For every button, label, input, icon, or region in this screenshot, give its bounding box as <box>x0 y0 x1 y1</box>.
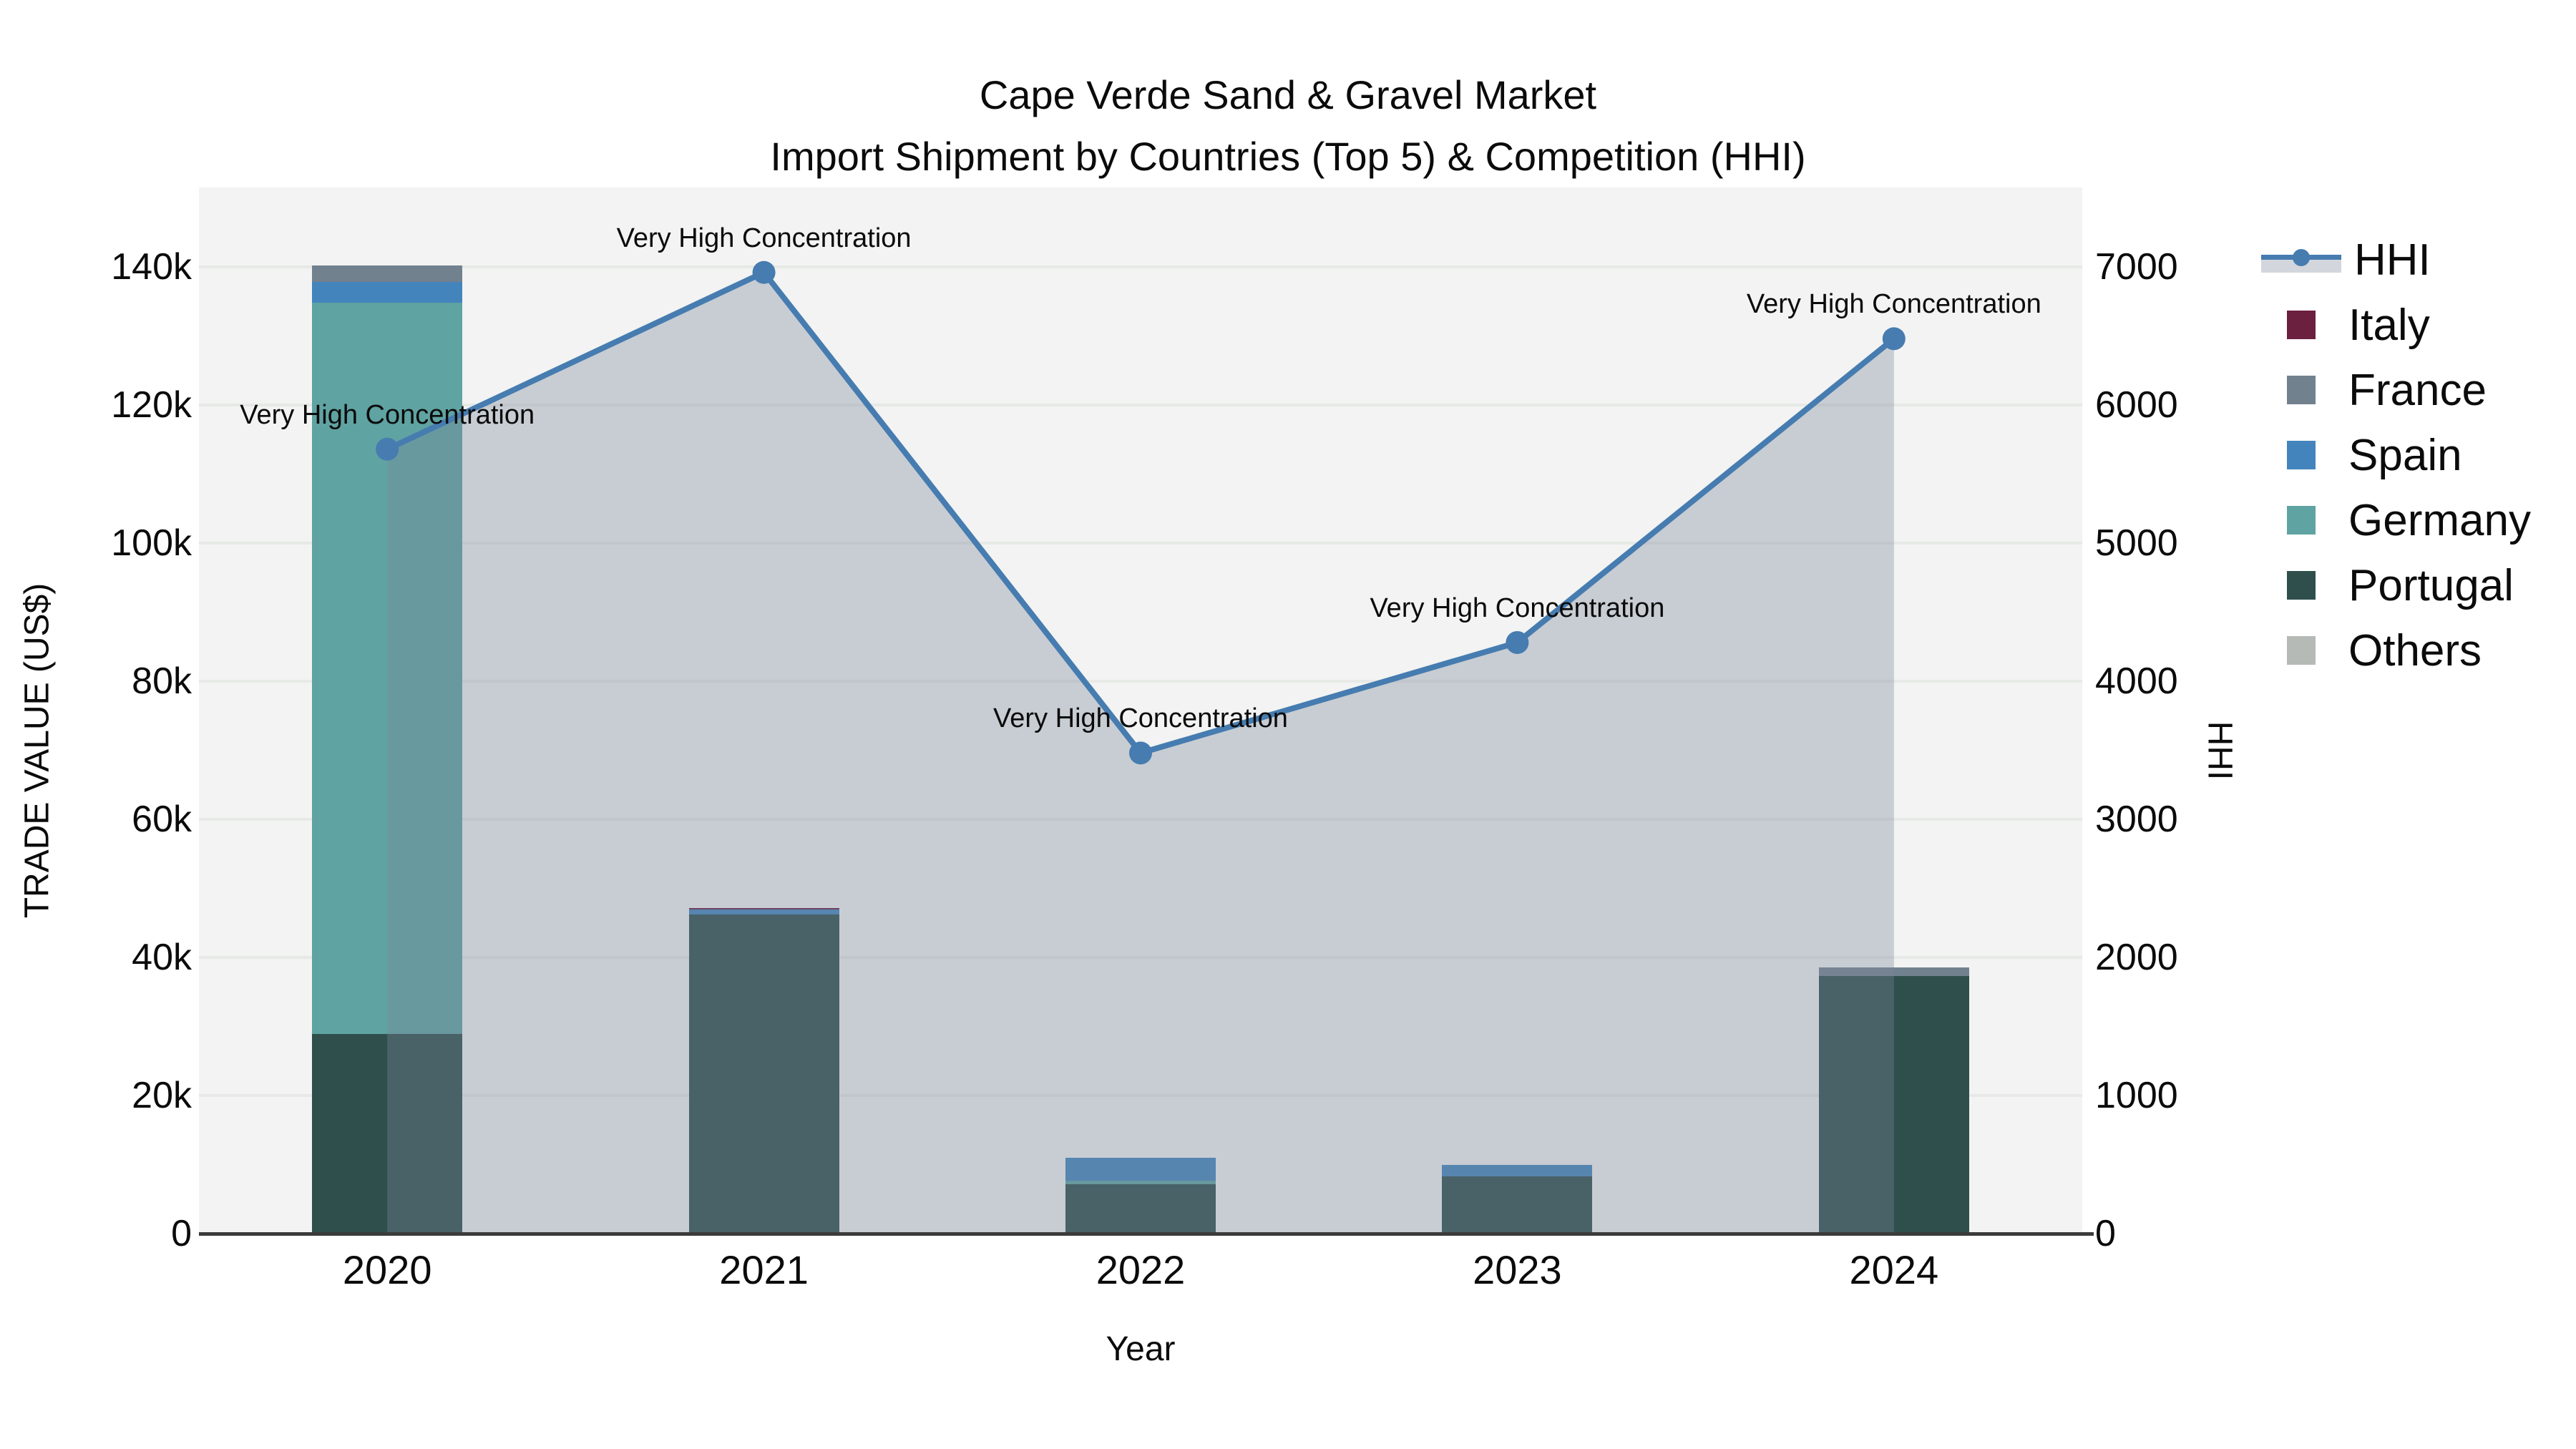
hhi-marker-2020[interactable] <box>376 437 399 461</box>
x-axis-title: Year <box>1106 1330 1176 1368</box>
y-left-tick-label: 40k <box>132 937 192 978</box>
bar-italy-2021[interactable] <box>688 907 839 910</box>
bar-portugal-2023[interactable] <box>1442 1176 1593 1234</box>
y-right-tick-label: 4000 <box>2095 660 2178 702</box>
bar-spain-2021[interactable] <box>688 909 839 915</box>
y-right-tick-label: 7000 <box>2095 246 2178 288</box>
y-left-axis-title: TRADE VALUE (US$) <box>18 582 57 918</box>
legend-label: HHI <box>2354 235 2431 285</box>
legend-item-germany[interactable]: Germany <box>2261 488 2531 552</box>
y-right-tick-label: 5000 <box>2095 522 2178 564</box>
y-left-tick-label: 100k <box>111 522 192 564</box>
bar-germany-2022[interactable] <box>1065 1180 1216 1184</box>
annotation-very-high-concentration: Very High Concentration <box>616 223 912 253</box>
y-left-tick-label: 60k <box>132 799 192 840</box>
y-right-tick-label: 1000 <box>2095 1075 2178 1116</box>
gridline <box>199 680 2082 683</box>
hhi-line-legend-icon <box>2261 244 2341 275</box>
legend-label: Others <box>2348 625 2482 675</box>
legend-label: France <box>2348 365 2487 415</box>
gridline <box>199 818 2082 821</box>
hhi-marker-2022[interactable] <box>1129 741 1152 765</box>
legend-item-others[interactable]: Others <box>2261 618 2482 683</box>
gridline <box>199 542 2082 545</box>
y-left-tick-label: 120k <box>111 384 192 426</box>
bar-portugal-2021[interactable] <box>688 914 839 1234</box>
hhi-marker-swatch <box>2293 249 2310 266</box>
legend-item-spain[interactable]: Spain <box>2261 423 2462 487</box>
bar-spain-2022[interactable] <box>1065 1157 1216 1181</box>
bar-portugal-2024[interactable] <box>1818 976 1969 1234</box>
y-right-tick-label: 6000 <box>2095 384 2178 426</box>
hhi-marker-2021[interactable] <box>752 260 776 284</box>
x-tick-label: 2022 <box>1096 1247 1186 1292</box>
legend-item-france[interactable]: France <box>2261 358 2487 422</box>
chart-title-line2: Import Shipment by Countries (Top 5) & C… <box>770 134 1806 179</box>
gridline <box>199 265 2082 268</box>
italy-color-swatch <box>2287 311 2316 339</box>
chart-title-line1: Cape Verde Sand & Gravel Market <box>979 72 1597 117</box>
spain-color-swatch <box>2287 441 2316 469</box>
bar-france-2020[interactable] <box>312 265 463 283</box>
germany-color-swatch <box>2287 506 2316 535</box>
bar-spain-2020[interactable] <box>312 282 463 303</box>
legend-label: Spain <box>2348 430 2462 480</box>
bar-portugal-2020[interactable] <box>312 1034 463 1234</box>
y-left-tick-label: 80k <box>132 660 192 702</box>
hhi-marker-2024[interactable] <box>1882 327 1906 351</box>
bar-portugal-2022[interactable] <box>1065 1184 1216 1234</box>
y-left-tick-label: 0 <box>171 1213 192 1254</box>
france-color-swatch <box>2287 376 2316 404</box>
y-left-tick-label: 140k <box>111 246 192 288</box>
annotation-very-high-concentration: Very High Concentration <box>993 703 1288 734</box>
x-tick-label: 2021 <box>719 1247 809 1292</box>
bar-france-2024[interactable] <box>1818 967 1969 977</box>
annotation-very-high-concentration: Very High Concentration <box>240 399 535 430</box>
y-left-tick-label: 20k <box>132 1075 192 1116</box>
x-tick-label: 2024 <box>1849 1247 1939 1292</box>
y-right-tick-label: 0 <box>2095 1213 2116 1254</box>
legend-label: Germany <box>2348 495 2531 545</box>
y-right-tick-label: 3000 <box>2095 799 2178 840</box>
bar-spain-2023[interactable] <box>1442 1164 1593 1176</box>
legend-item-italy[interactable]: Italy <box>2261 293 2430 357</box>
legend-item-hhi[interactable]: HHI <box>2261 228 2431 292</box>
others-color-swatch <box>2287 636 2316 665</box>
gridline <box>199 956 2082 959</box>
x-tick-label: 2023 <box>1473 1247 1562 1292</box>
x-axis-line <box>199 1232 2094 1236</box>
x-tick-label: 2020 <box>342 1247 432 1292</box>
legend-label: Italy <box>2348 300 2430 350</box>
y-right-tick-label: 2000 <box>2095 937 2178 978</box>
legend-label: Portugal <box>2348 560 2514 610</box>
annotation-very-high-concentration: Very High Concentration <box>1370 592 1665 623</box>
gridline <box>199 1094 2082 1097</box>
legend-item-portugal[interactable]: Portugal <box>2261 553 2514 618</box>
portugal-color-swatch <box>2287 571 2316 600</box>
hhi-marker-2023[interactable] <box>1506 630 1529 654</box>
y-right-axis-title: HHI <box>2200 721 2239 780</box>
annotation-very-high-concentration: Very High Concentration <box>1746 289 2041 320</box>
